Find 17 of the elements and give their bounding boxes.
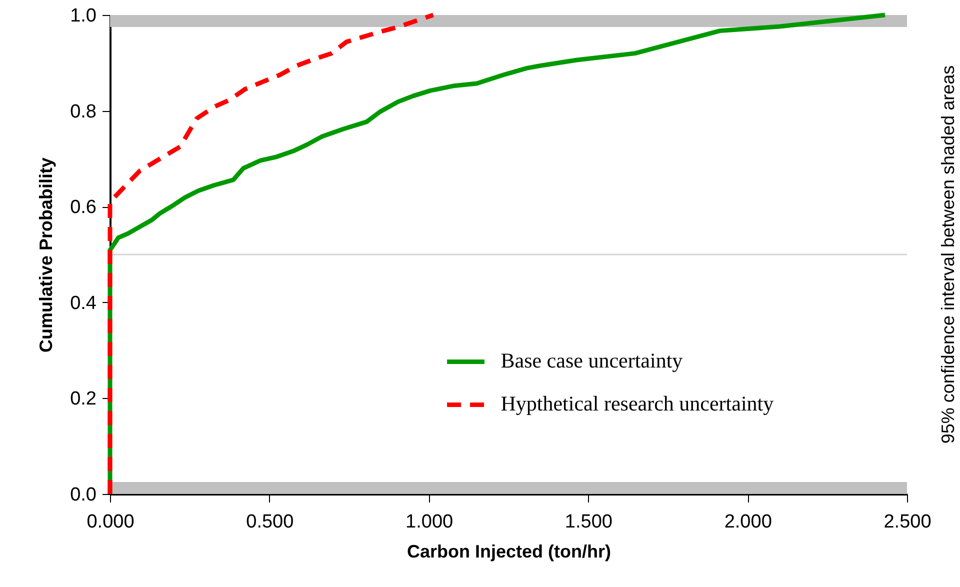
legend-label: Base case uncertainty [500,348,684,373]
x-tick-label: 2.500 [884,512,932,532]
y-tick-label: 0.6 [70,197,96,218]
y-tick-label: 0.2 [70,388,96,410]
x-axis-title: Carbon Injected (ton/hr) [407,542,611,562]
legend-label: Hypthetical research uncertainty [500,392,774,416]
x-tick-label: 2.000 [724,512,772,532]
y-tick-label: 0.4 [70,292,97,314]
y-axis-title: Cumulative Probability [36,157,56,353]
x-tick-label: 1.000 [406,512,454,532]
x-tick-label: 0.000 [86,512,134,532]
y-tick-label: 1.0 [70,6,96,26]
text: 95% confidence interval between shaded areas [938,65,958,444]
x-tick-label: 0.500 [246,512,294,532]
x-tick-label: 1.500 [564,512,612,532]
y-tick-label: 0.8 [70,101,96,122]
y-tick-label: 0.0 [70,484,96,506]
